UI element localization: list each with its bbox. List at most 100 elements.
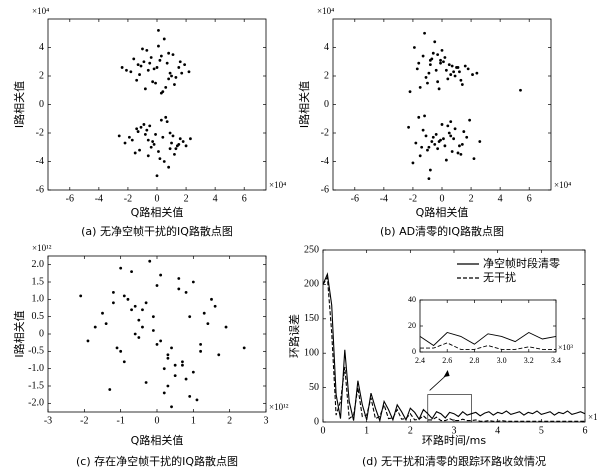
y-tick-label: 50 [309,382,319,393]
scatter-point [418,86,422,89]
y-tick-label: 0 [412,347,416,356]
scatter-point [173,363,177,367]
scatter-point [195,398,199,402]
zoom-box [427,394,472,423]
scatter-point [138,148,141,152]
scatter-point [434,133,438,136]
y-tick-label: 0.5 [32,311,45,322]
scatter-point [164,115,168,119]
scatter-point [447,131,451,135]
scatter-point [431,135,435,139]
y-tick-label: -1.5 [28,380,44,391]
scatter-point [430,140,434,143]
scatter-point [108,388,112,391]
scatter-point [146,138,150,142]
caption: (b) AD清零的IQ路散点图 [380,224,504,238]
scatter-point [450,64,454,68]
scatter-point [143,87,147,91]
scatter-point [439,61,442,65]
scatter-point [123,141,127,145]
y-tick-label: 0 [39,99,44,110]
scatter-point [129,70,133,74]
scatter-point [130,138,134,142]
scatter-point [188,395,192,398]
y-tick-label: 2 [324,70,329,81]
y-multiplier: ×10⁴ [32,6,49,16]
x-tick-label: 2.4 [415,356,425,365]
series-line [322,272,586,423]
x-tick-label: -2 [124,193,132,204]
scatter-point [418,154,422,158]
scatter-point [165,120,169,123]
y-tick-label: 20 [408,321,416,330]
x-tick-label: 1 [191,415,196,426]
scatter-point [167,51,171,55]
x-tick-label: 2.6 [442,356,452,365]
scatter-point [449,120,453,123]
y-tick-label: 200 [304,279,319,290]
legend-label: 无干扰 [483,270,516,284]
scatter-point [154,81,157,85]
scatter-point [151,80,155,84]
y-tick-label: 4 [39,42,44,53]
series-line [420,342,556,350]
scatter-point [159,273,163,277]
x-axis-label: Q路相关值 [131,205,184,219]
scatter-point [178,137,182,141]
x-tick-label: 2 [469,193,474,204]
series-line [419,331,557,347]
scatter-point [145,128,149,132]
y-tick-label: -0.5 [28,346,44,357]
scatter-point [115,346,119,350]
y-tick-label: 100 [304,347,319,358]
y-tick-label: 4 [324,42,329,53]
scatter-point [146,68,150,72]
scatter-point [453,74,457,78]
scatter-point [428,168,432,172]
scatter-point [152,67,156,71]
x-tick-label: 6 [583,425,588,436]
scatter-point [427,177,431,181]
x-tick-label: 2 [408,425,413,436]
scatter-point [166,384,170,388]
scatter-point [157,29,160,32]
scatter-point [125,68,128,72]
scatter-point [148,61,152,65]
scatter-point [184,291,188,294]
x-tick-label: 2 [184,193,189,204]
scatter-point [446,77,450,81]
scatter-point [133,151,137,155]
scatter-point [168,131,172,135]
scatter-point [151,329,155,332]
scatter-point [459,78,463,82]
scatter-point [144,301,148,305]
x-tick-label: 1 [364,425,369,436]
scatter-point [122,294,126,298]
scatter-point [426,81,429,85]
scatter-point [459,152,463,156]
scatter-point [519,88,522,92]
scatter-point [166,356,170,360]
x-tick-label: 3.4 [551,356,561,365]
scatter-point [424,134,428,138]
x-axis-label: 环路时间/ms [422,434,486,447]
scatter-point [440,123,444,126]
scatter-point [112,301,115,305]
scatter-point [455,66,458,69]
scatter-point [159,54,163,58]
scatter-point [242,346,246,350]
scatter-point [120,66,124,69]
scatter-point [148,259,152,263]
scatter-point [421,54,425,58]
scatter-point [471,73,474,76]
scatter-point [184,144,188,148]
inset-background [420,300,556,352]
scatter-point [184,377,188,381]
x-multiplier: ×10³ [588,412,597,422]
scatter-point [458,144,461,148]
y-tick-label: 250 [304,244,319,255]
x-multiplier: ×10⁴ [269,180,286,190]
scatter-point [168,71,172,75]
y-tick-label: -2 [321,127,329,138]
